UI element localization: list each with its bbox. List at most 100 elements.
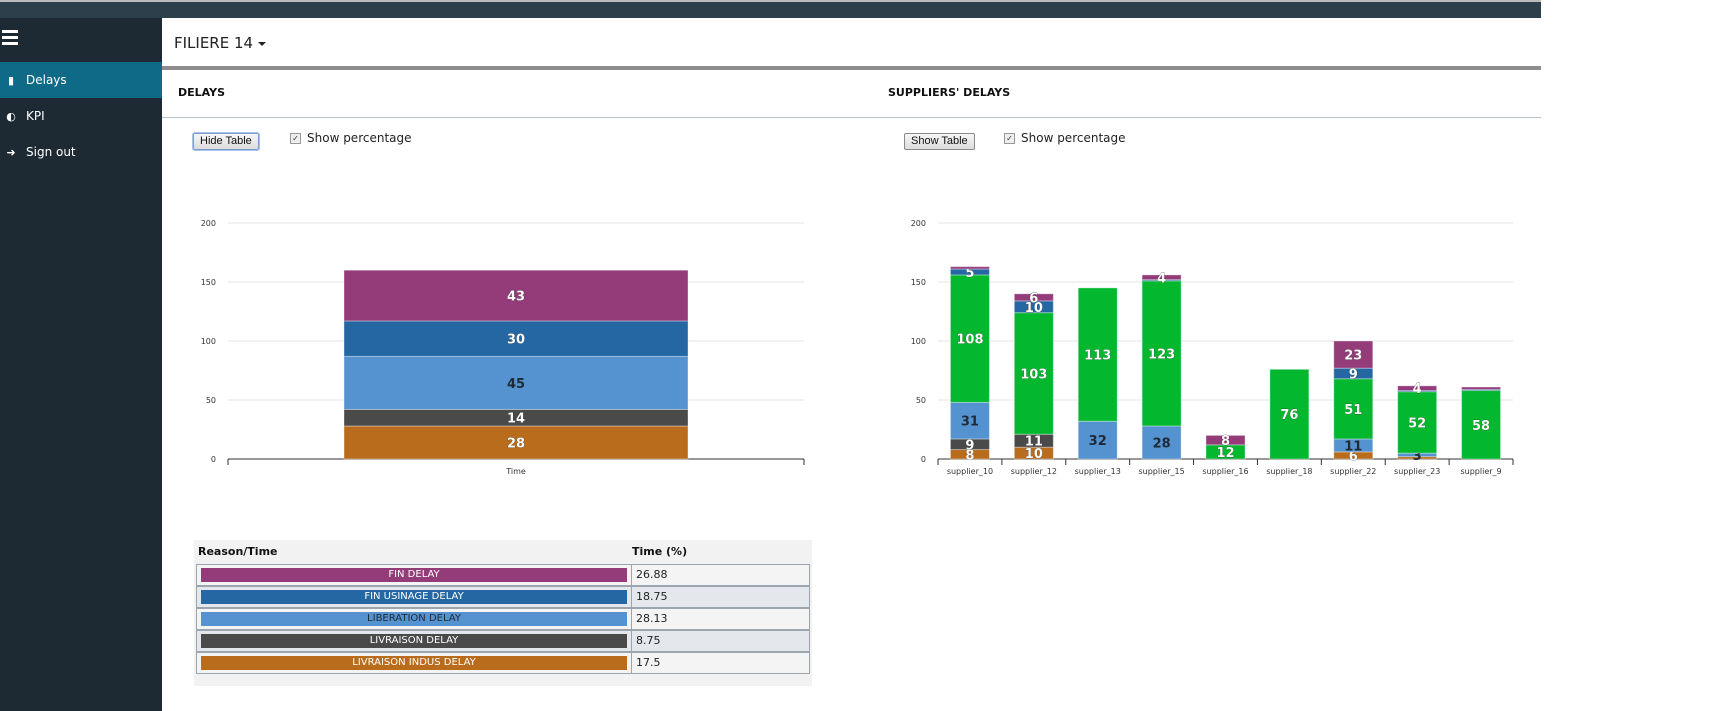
bar-segment bbox=[1333, 340, 1374, 369]
bar-segment bbox=[343, 269, 689, 322]
suppliers-delays-title: SUPPLIERS' DELAYS bbox=[888, 86, 1011, 99]
x-tick-label: supplier_12 bbox=[1011, 467, 1057, 476]
data-label: 31 bbox=[961, 415, 979, 430]
y-tick-label: 50 bbox=[206, 396, 216, 405]
x-tick-label: supplier_23 bbox=[1394, 467, 1440, 476]
data-label: 10 bbox=[1025, 447, 1043, 462]
bar-segment bbox=[343, 425, 689, 460]
reason-cell: LIVRAISON DELAY bbox=[201, 634, 627, 648]
document-icon: ▮ bbox=[7, 73, 15, 87]
delays-table: Reason/Time Time (%) FIN DELAY 26.88 FIN U… bbox=[194, 540, 812, 686]
value-cell: 18.75 bbox=[631, 587, 812, 607]
sidebar-item-label: Sign out bbox=[26, 145, 76, 159]
table-header-reason: Reason/Time bbox=[198, 545, 278, 558]
bar-segment bbox=[949, 438, 990, 451]
data-label: 28 bbox=[1153, 436, 1171, 451]
data-label: 14 bbox=[507, 412, 525, 427]
data-label: 58 bbox=[1472, 419, 1490, 434]
table-row: LIVRAISON DELAY 8.75 bbox=[196, 630, 810, 652]
caret-down-icon bbox=[258, 41, 267, 46]
sidebar-item-kpi[interactable]: ◐ KPI bbox=[0, 98, 162, 134]
data-label: 11 bbox=[1025, 435, 1043, 450]
reason-cell: FIN DELAY bbox=[201, 568, 627, 582]
y-tick-label: 150 bbox=[201, 278, 216, 287]
sidebar-item-delays[interactable]: ▮ Delays bbox=[0, 62, 162, 98]
data-label: 123 bbox=[1148, 347, 1175, 362]
data-label: 6 bbox=[1349, 449, 1358, 464]
filiere-dropdown[interactable]: FILIERE 14 bbox=[174, 34, 267, 52]
data-label: 52 bbox=[1408, 416, 1426, 431]
bar-segment bbox=[1461, 390, 1502, 460]
section-divider bbox=[162, 117, 1541, 118]
x-tick-label: Time bbox=[505, 467, 526, 476]
bar-segment bbox=[1013, 293, 1054, 302]
bar-segment bbox=[949, 266, 990, 270]
y-tick-label: 0 bbox=[211, 455, 216, 464]
data-label: 5 bbox=[965, 266, 974, 281]
y-tick-label: 0 bbox=[921, 455, 926, 464]
data-label: 6 bbox=[1029, 291, 1038, 306]
show-percentage-checkbox-delays[interactable]: ✓ Show percentage bbox=[290, 131, 412, 145]
sidebar-item-sign-out[interactable]: ➜ Sign out bbox=[0, 134, 162, 170]
bar-segment bbox=[1141, 280, 1182, 427]
sign-out-icon: ➜ bbox=[6, 145, 16, 159]
data-label: 113 bbox=[1084, 349, 1111, 364]
delays-title: DELAYS bbox=[178, 86, 226, 99]
data-label: 8 bbox=[965, 448, 974, 463]
value-cell: 28.13 bbox=[631, 609, 812, 629]
table-row: LIVRAISON INDUS DELAY 17.5 bbox=[196, 652, 810, 674]
data-label: 23 bbox=[1344, 349, 1362, 364]
bar-segment bbox=[1397, 452, 1438, 458]
value-cell: 26.88 bbox=[631, 565, 812, 585]
x-tick-label: supplier_22 bbox=[1330, 467, 1376, 476]
data-label: 4 bbox=[1413, 382, 1422, 397]
bar-segment bbox=[949, 274, 990, 403]
bar-segment bbox=[1333, 378, 1374, 440]
show-table-button[interactable]: Show Table bbox=[904, 133, 975, 150]
menu-icon[interactable] bbox=[2, 30, 18, 48]
bar-segment bbox=[1397, 385, 1438, 392]
data-label: 4 bbox=[1157, 271, 1166, 286]
reason-cell: LIVRAISON INDUS DELAY bbox=[201, 656, 627, 670]
data-label: 103 bbox=[1020, 367, 1047, 382]
dashboard-icon: ◐ bbox=[6, 109, 16, 123]
data-label: 9 bbox=[965, 438, 974, 453]
bar-segment bbox=[1013, 300, 1054, 314]
data-label: 11 bbox=[1344, 439, 1362, 454]
x-tick-label: supplier_18 bbox=[1266, 467, 1312, 476]
y-tick-label: 150 bbox=[911, 278, 926, 287]
show-percentage-checkbox-suppliers[interactable]: ✓ Show percentage bbox=[1004, 131, 1126, 145]
bar-segment bbox=[1077, 287, 1118, 422]
header-divider bbox=[162, 66, 1541, 70]
bar-segment bbox=[1461, 386, 1502, 390]
data-label: 108 bbox=[956, 333, 983, 348]
table-header-time: Time (%) bbox=[632, 545, 688, 558]
data-label: 76 bbox=[1280, 408, 1298, 423]
table-row: LIBERATION DELAY 28.13 bbox=[196, 608, 810, 630]
filiere-label: FILIERE 14 bbox=[174, 34, 254, 52]
hide-table-button[interactable]: Hide Table bbox=[193, 133, 259, 150]
sidebar-item-label: Delays bbox=[26, 73, 67, 87]
data-label: 12 bbox=[1216, 446, 1234, 461]
data-label: 9 bbox=[1349, 367, 1358, 382]
data-label: 3 bbox=[1413, 449, 1422, 464]
x-tick-label: supplier_13 bbox=[1075, 467, 1121, 476]
y-tick-label: 200 bbox=[911, 219, 926, 228]
header: FILIERE 14 bbox=[162, 18, 1541, 66]
x-tick-label: supplier_10 bbox=[947, 467, 993, 476]
checkbox-label: Show percentage bbox=[307, 131, 412, 145]
x-tick-label: supplier_9 bbox=[1460, 467, 1501, 476]
checkbox-icon[interactable]: ✓ bbox=[1004, 132, 1015, 144]
reason-cell: FIN USINAGE DELAY bbox=[201, 590, 627, 604]
x-tick-label: supplier_16 bbox=[1202, 467, 1248, 476]
reason-cell: LIBERATION DELAY bbox=[201, 612, 627, 626]
y-tick-label: 200 bbox=[201, 219, 216, 228]
checkbox-icon[interactable]: ✓ bbox=[290, 132, 301, 144]
bar-segment bbox=[1269, 368, 1310, 460]
value-cell: 17.5 bbox=[631, 653, 812, 673]
bar-segment bbox=[1141, 425, 1182, 460]
value-cell: 8.75 bbox=[631, 631, 812, 651]
x-tick-label: supplier_15 bbox=[1138, 467, 1184, 476]
checkbox-label: Show percentage bbox=[1021, 131, 1126, 145]
